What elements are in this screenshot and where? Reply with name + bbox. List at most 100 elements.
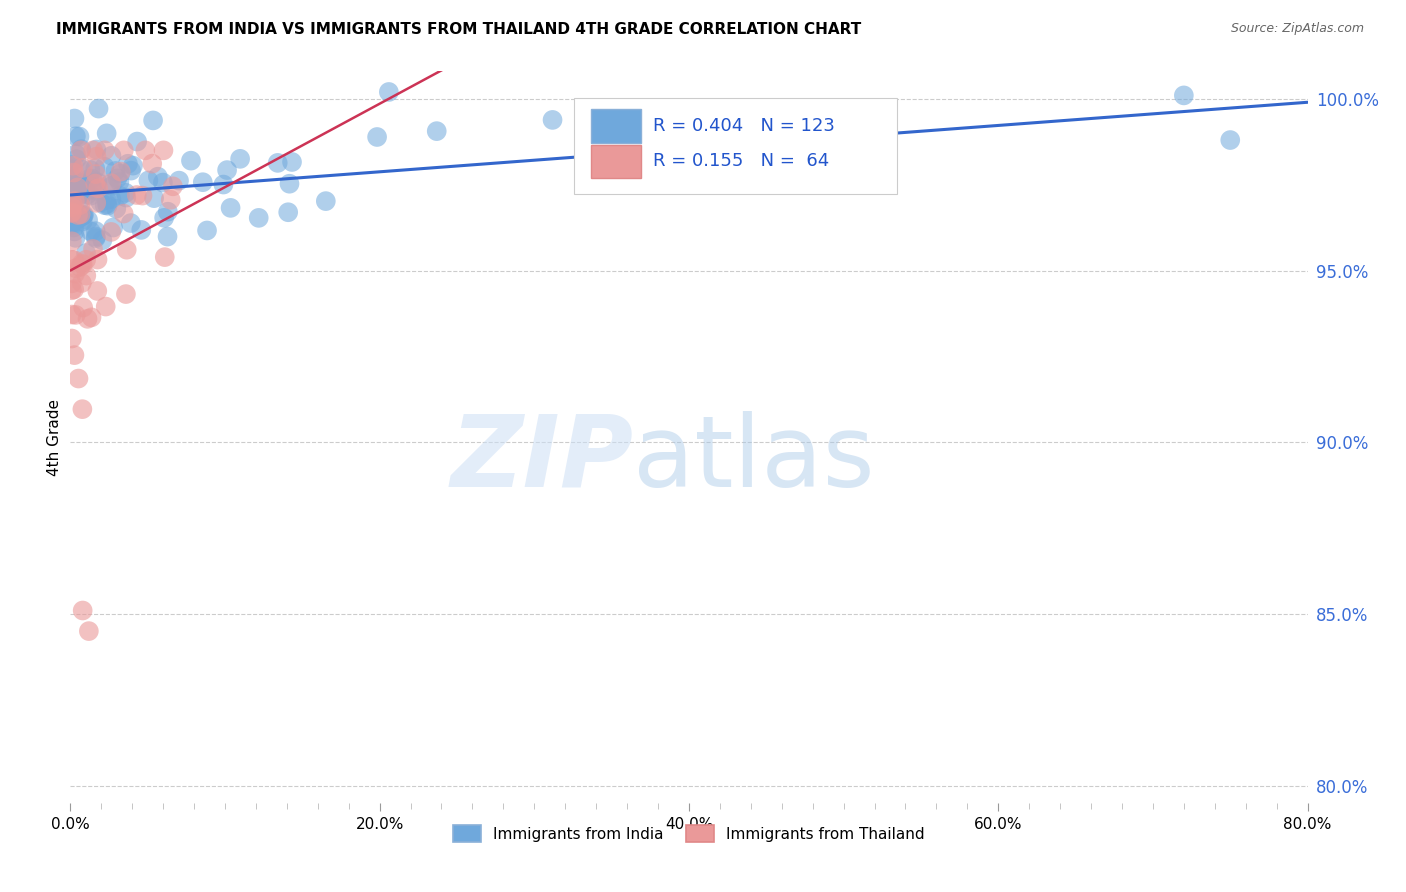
Point bbox=[101, 220, 124, 235]
Point bbox=[86, 175, 108, 189]
Point bbox=[60, 206, 83, 220]
Point bbox=[82, 242, 104, 256]
Point bbox=[86, 284, 108, 298]
Point bbox=[315, 194, 337, 208]
Point bbox=[664, 122, 686, 136]
Text: ZIP: ZIP bbox=[450, 410, 633, 508]
Point bbox=[110, 164, 132, 178]
Point bbox=[60, 187, 83, 202]
Point bbox=[65, 212, 87, 227]
Point bbox=[191, 175, 214, 189]
Point bbox=[70, 256, 93, 270]
Point bbox=[162, 179, 184, 194]
Point bbox=[142, 113, 165, 128]
Point bbox=[143, 191, 166, 205]
Point bbox=[120, 163, 142, 178]
Point bbox=[112, 206, 135, 220]
Point bbox=[77, 213, 100, 227]
Point bbox=[156, 229, 179, 244]
Point bbox=[63, 178, 86, 193]
Point bbox=[277, 205, 299, 219]
Point bbox=[80, 188, 103, 202]
Point bbox=[87, 181, 110, 195]
Point bbox=[60, 216, 83, 230]
Point bbox=[69, 193, 91, 207]
Point bbox=[229, 152, 252, 166]
Point bbox=[63, 220, 86, 235]
Point bbox=[63, 348, 86, 362]
Point bbox=[60, 235, 83, 249]
Point bbox=[65, 308, 87, 322]
Point bbox=[127, 135, 149, 149]
Point bbox=[706, 117, 728, 131]
Point bbox=[96, 193, 118, 207]
Point bbox=[84, 229, 107, 244]
Point bbox=[146, 169, 169, 184]
Point bbox=[60, 169, 83, 184]
Point bbox=[60, 283, 83, 297]
Point bbox=[125, 188, 148, 202]
Point bbox=[108, 175, 131, 189]
Point bbox=[84, 161, 107, 176]
Point bbox=[278, 177, 301, 191]
Point bbox=[80, 171, 103, 186]
Point bbox=[80, 310, 103, 325]
Point bbox=[62, 203, 84, 218]
Point bbox=[62, 171, 84, 186]
Point bbox=[86, 143, 108, 157]
Point bbox=[69, 198, 91, 212]
Text: R = 0.404   N = 123: R = 0.404 N = 123 bbox=[652, 117, 835, 136]
Point bbox=[75, 246, 97, 260]
Point bbox=[105, 202, 128, 216]
Text: R = 0.155   N =  64: R = 0.155 N = 64 bbox=[652, 153, 830, 170]
Point bbox=[115, 191, 138, 205]
Point bbox=[63, 165, 86, 179]
Point bbox=[62, 197, 84, 211]
Point bbox=[117, 157, 139, 171]
Point bbox=[96, 197, 118, 211]
Text: atlas: atlas bbox=[633, 410, 875, 508]
Point bbox=[152, 176, 174, 190]
Point bbox=[60, 205, 83, 219]
Point bbox=[72, 178, 94, 192]
Point bbox=[723, 176, 745, 190]
Point bbox=[65, 178, 87, 193]
Point bbox=[72, 258, 94, 272]
Point bbox=[217, 163, 239, 178]
Point bbox=[63, 267, 86, 281]
Point bbox=[63, 282, 86, 296]
Point bbox=[63, 112, 86, 126]
Point bbox=[67, 208, 90, 222]
Point bbox=[67, 371, 90, 385]
Point bbox=[60, 200, 83, 214]
Point bbox=[426, 124, 449, 138]
Point bbox=[84, 224, 107, 238]
Point bbox=[366, 130, 388, 145]
Point bbox=[60, 162, 83, 177]
Point bbox=[72, 161, 94, 175]
Point bbox=[69, 161, 91, 176]
Point bbox=[76, 311, 98, 326]
Point bbox=[110, 167, 132, 181]
Point bbox=[585, 128, 607, 143]
Point bbox=[70, 276, 93, 290]
Point bbox=[281, 155, 304, 169]
Point bbox=[72, 209, 94, 223]
Point bbox=[62, 159, 84, 173]
Point bbox=[79, 171, 101, 186]
Point bbox=[84, 167, 107, 181]
Point bbox=[75, 252, 97, 267]
Y-axis label: 4th Grade: 4th Grade bbox=[46, 399, 62, 475]
Point bbox=[134, 144, 156, 158]
Point bbox=[115, 287, 138, 301]
Point bbox=[104, 164, 127, 178]
Point bbox=[153, 211, 176, 225]
Text: Source: ZipAtlas.com: Source: ZipAtlas.com bbox=[1230, 22, 1364, 36]
Point bbox=[70, 142, 93, 156]
Point bbox=[72, 209, 94, 223]
Point bbox=[219, 201, 242, 215]
Point bbox=[90, 195, 112, 210]
Point bbox=[72, 301, 94, 315]
Point bbox=[62, 218, 84, 232]
Point bbox=[82, 144, 104, 158]
